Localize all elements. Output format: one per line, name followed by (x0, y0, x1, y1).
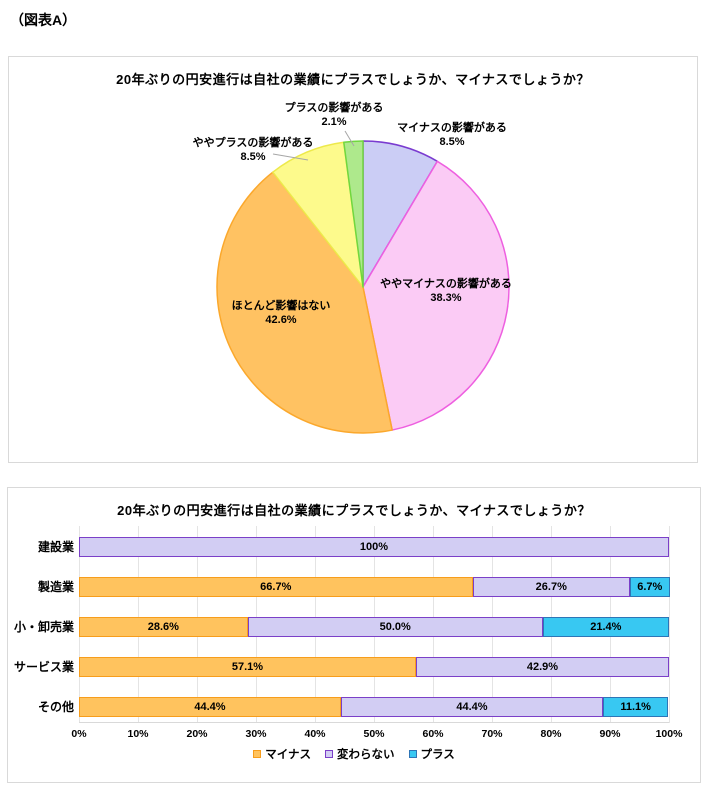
legend-item-変わらない: 変わらない (325, 746, 395, 762)
pie-chart-panel: 20年ぶりの円安進行は自社の業績にプラスでしょうか、マイナスでしょうか？ プラス… (8, 56, 698, 463)
bar-segment-その他-変わらない: 44.4% (340, 697, 603, 717)
bar-segment-value: 21.4% (590, 621, 622, 633)
pie-chart-title: 20年ぶりの円安進行は自社の業績にプラスでしょうか、マイナスでしょうか？ (116, 72, 590, 87)
bar-segment-value: 11.1% (620, 701, 651, 713)
gridline-100% (669, 526, 670, 723)
bar-row-製造業: 66.7% 26.7% 6.7% (79, 577, 670, 597)
bar-segment-value: 28.6% (147, 621, 179, 633)
legend-label-プラス: プラス (420, 749, 455, 761)
figure-label: （図表A） (10, 12, 77, 28)
bar-segment-value: 100% (359, 541, 389, 553)
pie-slice-1 (362, 160, 510, 431)
bar-segment-小・卸売業-プラス: 21.4% (542, 617, 669, 637)
x-tick-10%: 10% (127, 728, 149, 740)
pie-label-yaya-plus-value: 8.5% (240, 151, 266, 163)
pie-label-yaya-plus: ややプラスの影響がある 8.5% (193, 136, 314, 164)
x-tick-40%: 40% (304, 728, 326, 740)
bar-plot-area: 100% 66.7% 26.7% 6.7% 28.6% 50.0% 21.4% 57.1% 42… (79, 526, 670, 723)
pie-label-plus: プラスの影響がある 2.1% (285, 101, 384, 129)
pie-label-yaya-minus-text: ややマイナスの影響がある (380, 278, 512, 290)
bar-chart-panel: 20年ぶりの円安進行は自社の業績にプラスでしょうか、マイナスでしょうか？ 100… (7, 487, 701, 783)
chart-legend: マイナス 変わらない プラス (8, 746, 700, 762)
pie-label-minus-text: マイナスの影響がある (397, 122, 507, 134)
bar-segment-value: 50.0% (379, 621, 411, 633)
bar-segment-サービス業-変わらない: 42.9% (415, 657, 669, 677)
pie-label-plus-value: 2.1% (321, 116, 347, 128)
x-axis-line (79, 722, 669, 723)
bar-row-その他: 44.4% 44.4% 11.1% (79, 697, 669, 717)
bar-chart-title: 20年ぶりの円安進行は自社の業績にプラスでしょうか、マイナスでしょうか？ (117, 503, 591, 518)
x-tick-80%: 80% (540, 728, 562, 740)
bar-segment-建設業-変わらない: 100% (79, 537, 669, 557)
x-tick-60%: 60% (422, 728, 444, 740)
category-label-建設業: 建設業 (37, 540, 74, 554)
bar-segment-製造業-変わらない: 26.7% (472, 577, 631, 597)
pie-label-hotondo-value: 42.6% (265, 314, 297, 326)
legend-swatch-マイナス (253, 750, 262, 758)
bar-segment-サービス業-マイナス: 57.1% (79, 657, 416, 677)
pie-chart (216, 130, 510, 434)
legend-label-変わらない: 変わらない (337, 749, 395, 761)
bar-segment-value: 26.7% (535, 581, 567, 593)
bar-segment-その他-マイナス: 44.4% (79, 697, 341, 717)
bar-segment-value: 44.4% (456, 701, 488, 713)
pie-label-minus: マイナスの影響がある 8.5% (397, 121, 507, 149)
bar-row-小・卸売業: 28.6% 50.0% 21.4% (79, 617, 669, 637)
leader-line-plus (344, 130, 355, 147)
bar-row-サービス業: 57.1% 42.9% (79, 657, 669, 677)
pie-slice-4 (343, 140, 364, 288)
bar-segment-value: 42.9% (526, 661, 559, 673)
x-axis-ticks: 0% 10% 20% 30% 40% 50% 60% 70% 80% 90% 100% (71, 728, 682, 742)
x-tick-0%: 0% (71, 728, 87, 740)
x-tick-50%: 50% (363, 728, 385, 740)
x-tick-100%: 100% (655, 728, 683, 740)
category-label-製造業: 製造業 (37, 580, 74, 594)
bar-segment-その他-プラス: 11.1% (602, 697, 669, 717)
bar-segment-小・卸売業-変わらない: 50.0% (247, 617, 543, 637)
bar-row-建設業: 100% (79, 537, 669, 557)
category-label-その他: その他 (37, 700, 74, 714)
bar-segment-value: 44.4% (194, 701, 226, 713)
pie-label-yaya-minus-value: 38.3% (430, 292, 462, 304)
bar-segment-小・卸売業-マイナス: 28.6% (79, 617, 248, 637)
legend-item-マイナス: マイナス (253, 746, 311, 762)
legend-label-マイナス: マイナス (265, 749, 311, 761)
pie-label-hotondo: ほとんど影響はない 42.6% (232, 299, 331, 327)
pie-label-plus-text: プラスの影響がある (284, 102, 384, 114)
bar-segment-value: 66.7% (260, 581, 292, 593)
x-tick-90%: 90% (599, 728, 621, 740)
pie-slice-2 (216, 171, 393, 434)
pie-label-hotondo-text: ほとんど影響はない (231, 300, 331, 312)
bar-segment-value: 57.1% (231, 661, 264, 673)
bar-segment-value: 6.7% (637, 581, 663, 593)
category-label-小・卸売業: 小・卸売業 (13, 620, 74, 634)
x-tick-30%: 30% (245, 728, 267, 740)
leader-line-yaya-plus (272, 153, 309, 161)
pie-label-yaya-plus-text: ややプラスの影響がある (192, 137, 314, 149)
pie-label-minus-value: 8.5% (439, 136, 465, 148)
x-tick-20%: 20% (186, 728, 208, 740)
legend-swatch-変わらない (325, 750, 333, 758)
pie-label-yaya-minus: ややマイナスの影響がある 38.3% (380, 277, 512, 305)
bar-segment-製造業-マイナス: 66.7% (79, 577, 473, 597)
legend-swatch-プラス (408, 750, 417, 758)
bar-segment-製造業-プラス: 6.7% (630, 577, 670, 597)
category-label-サービス業: サービス業 (13, 660, 74, 674)
legend-item-プラス: プラス (408, 746, 455, 762)
x-tick-70%: 70% (481, 728, 503, 740)
